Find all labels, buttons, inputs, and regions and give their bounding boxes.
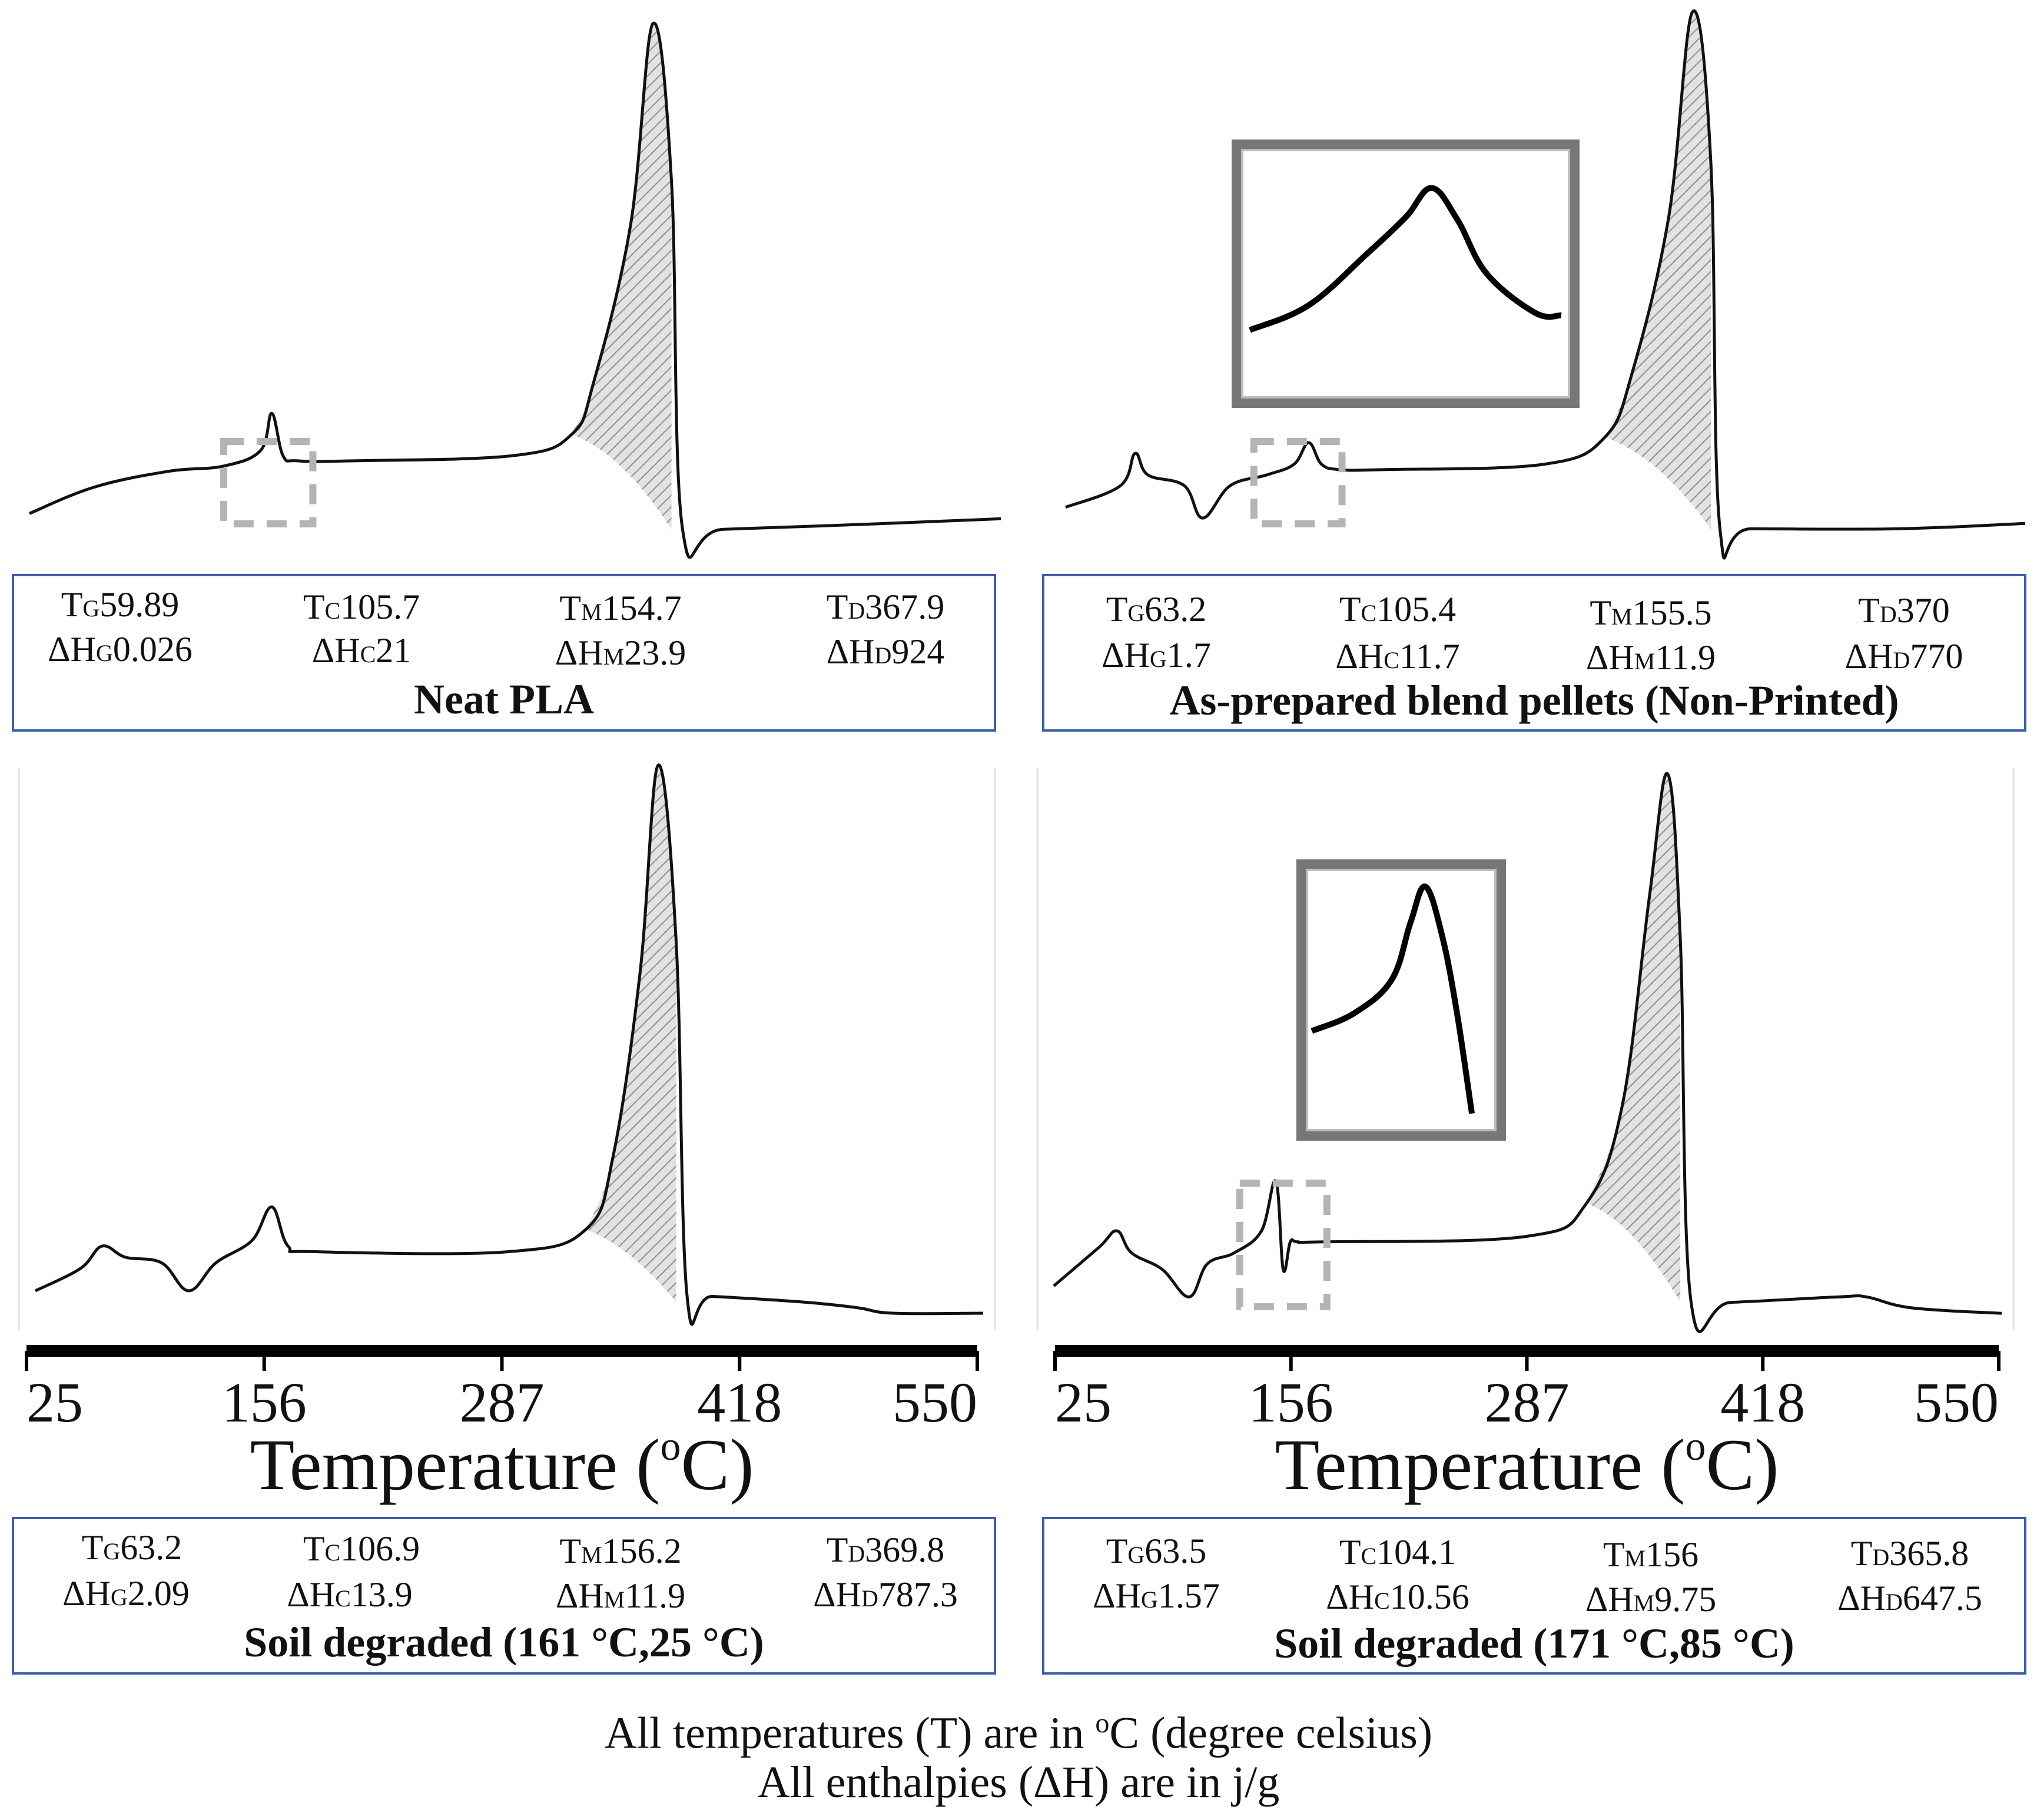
- legend-box-top-right: TG63.2 ΔHG1.7 TC105.4 ΔHC11.7 TM155.5 ΔH…: [1042, 574, 2026, 732]
- dsc-curve: [29, 21, 1001, 559]
- x-tick-label: 287: [460, 1371, 545, 1434]
- x-axis-title: Temperature (oC): [250, 1424, 754, 1505]
- x-tick-label: 25: [26, 1371, 83, 1434]
- sample-name: Soil degraded (161 °C,25 °C): [244, 1619, 764, 1666]
- tg-value: TG63.5: [1106, 1532, 1207, 1570]
- x-axis-right: 25 156 287 418 550 Temperature (oC): [1053, 1345, 2000, 1505]
- x-tick-label: 156: [222, 1371, 307, 1434]
- dhg-value: ΔHG0.026: [48, 630, 193, 669]
- x-tick-label: 287: [1485, 1371, 1570, 1434]
- sample-name: Neat PLA: [414, 676, 594, 723]
- tm-value: TM155.5: [1590, 593, 1712, 632]
- tc-value: TC106.9: [303, 1529, 420, 1568]
- zoom-region-box: [220, 438, 317, 527]
- inset-frame-inner: [1306, 869, 1497, 1131]
- footnote-temperatures: All temperatures (T) are in oC (degree c…: [604, 1708, 1433, 1758]
- dsc-curve: [1065, 9, 2026, 560]
- dhg-value: ΔHG2.09: [62, 1574, 190, 1613]
- x-axis-title-main: Temperature (: [1275, 1424, 1685, 1505]
- sample-name: Soil degraded (171 °C,85 °C): [1274, 1620, 1794, 1667]
- inset-curve: [1249, 185, 1562, 333]
- legend-box-bottom-right: TG63.5 ΔHG1.57 TC104.1 ΔHC10.56 TM156 ΔH…: [1042, 1517, 2026, 1675]
- tc-value: TC105.7: [303, 587, 420, 626]
- dhd-value: ΔHD787.3: [813, 1575, 958, 1614]
- dhd-value: ΔHD770: [1844, 637, 1963, 676]
- x-axis-title-sup: o: [1686, 1424, 1706, 1469]
- x-tick-label: 25: [1055, 1371, 1112, 1434]
- tm-value: TM156: [1603, 1535, 1699, 1574]
- x-axis-title-end: C): [681, 1424, 754, 1505]
- tg-value: TG63.2: [81, 1528, 183, 1567]
- x-axis-left: 25 156 287 418 550 Temperature (oC): [25, 1345, 979, 1505]
- dhc-value: ΔHC10.56: [1326, 1577, 1469, 1616]
- legend-box-top-left: TG59.89 ΔHG0.026 TC105.7 ΔHC21 TM154.7 Δ…: [12, 574, 996, 732]
- x-tick-label: 550: [893, 1371, 977, 1434]
- td-value: TD365.8: [1850, 1534, 1969, 1573]
- dhc-value: ΔHC13.9: [287, 1575, 413, 1614]
- x-tick-label: 156: [1249, 1371, 1333, 1434]
- inset-frame: [1232, 140, 1580, 408]
- tg-value: TG59.89: [61, 585, 180, 624]
- td-value: TD370: [1858, 591, 1950, 630]
- tc-value: TC105.4: [1339, 590, 1457, 629]
- dhm-value: ΔHM23.9: [555, 633, 686, 672]
- dsc-panel-top-right: [1065, 9, 2026, 560]
- tm-value: TM156.2: [559, 1532, 682, 1570]
- td-value: TD367.9: [826, 587, 945, 626]
- dhc-value: ΔHC21: [311, 631, 412, 670]
- dhg-value: ΔHG1.7: [1102, 636, 1211, 675]
- tc-value: TC104.1: [1339, 1533, 1457, 1572]
- dhm-value: ΔHM11.9: [1585, 638, 1716, 677]
- td-value: TD369.8: [826, 1530, 945, 1569]
- x-axis-title-end: C): [1706, 1424, 1779, 1505]
- dsc-curve: [34, 763, 984, 1326]
- zoom-region-box: [1250, 438, 1346, 527]
- x-tick-label: 418: [697, 1371, 782, 1434]
- inset-frame-inner: [1241, 149, 1570, 398]
- x-axis-title: Temperature (oC): [1275, 1424, 1779, 1505]
- dsc-curve: [1053, 772, 2002, 1333]
- hatched-peak-area: [1604, 11, 1711, 529]
- dhm-value: ΔHM9.75: [1585, 1580, 1717, 1619]
- zoom-region-box: [1236, 1180, 1331, 1310]
- footnote-enthalpies: All enthalpies (ΔH) are in j/g: [757, 1758, 1280, 1807]
- x-axis-title-sup: o: [661, 1424, 681, 1469]
- dhm-value: ΔHM11.9: [555, 1576, 686, 1615]
- dsc-panel-top-left: [29, 21, 1001, 559]
- inset-curve: [1311, 884, 1475, 1114]
- legend-box-bottom-left: TG63.2 ΔHG2.09 TC106.9 ΔHC13.9 TM156.2 Δ…: [12, 1517, 996, 1675]
- dhd-value: ΔHD647.5: [1837, 1579, 1982, 1618]
- dhc-value: ΔHC11.7: [1335, 637, 1460, 676]
- sample-name: As-prepared blend pellets (Non-Printed): [1169, 677, 1899, 724]
- hatched-peak-area: [586, 765, 676, 1302]
- x-axis-title-main: Temperature (: [250, 1424, 660, 1505]
- tm-value: TM154.7: [559, 589, 682, 627]
- dhd-value: ΔHD924: [826, 632, 945, 671]
- x-tick-label: 550: [1914, 1371, 1999, 1434]
- dsc-panel-bottom-right: [1036, 768, 2015, 1333]
- tg-value: TG63.2: [1106, 590, 1207, 629]
- dhg-value: ΔHG1.57: [1093, 1576, 1220, 1615]
- x-tick-label: 418: [1720, 1371, 1805, 1434]
- dsc-panel-bottom-left: [18, 763, 996, 1330]
